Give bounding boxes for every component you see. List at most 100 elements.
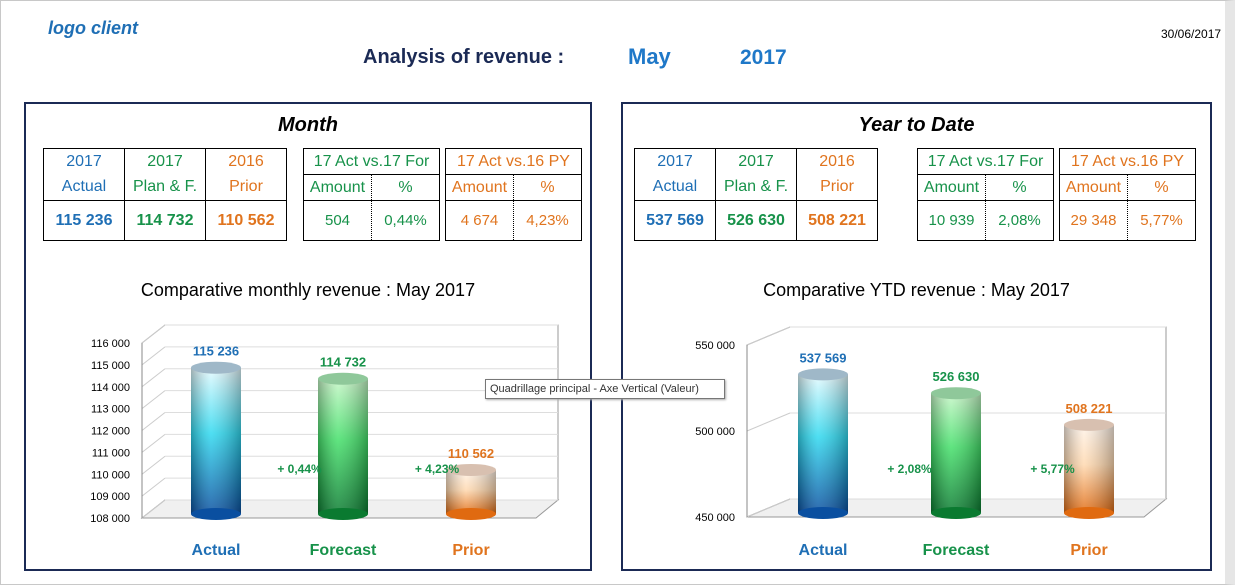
chart-title: Comparative monthly revenue : May 2017: [140, 280, 476, 300]
col-year: 2016: [205, 148, 287, 175]
panel-title: Month: [278, 114, 338, 136]
chart-title: Comparative YTD revenue : May 2017: [763, 280, 1070, 300]
category-label: Prior: [1070, 542, 1107, 559]
value-label: 537 569: [800, 350, 847, 365]
diff-label: + 0,44%: [277, 462, 322, 476]
col-year: 2016: [796, 148, 878, 175]
y-tick-label: 450 000: [695, 512, 735, 524]
gridline-side: [141, 433, 166, 453]
month-panel: Month 2017 2017 2016 Actual Plan & F. Prior 115…: [24, 102, 592, 571]
bar-top: [1064, 418, 1114, 431]
bar-top: [191, 361, 241, 374]
col-label: Actual: [43, 174, 125, 201]
variance-title: 17 Act vs.16 PY: [1059, 148, 1196, 175]
variance-pct: 0,44%: [371, 200, 440, 241]
vs-py-table: 17 Act vs.16 PY Amount% 29 348 5,77%: [1059, 148, 1196, 241]
category-label: Prior: [452, 542, 489, 559]
variance-pct: 4,23%: [513, 200, 582, 241]
col-value: 110 562: [205, 200, 287, 241]
bar-base: [191, 508, 241, 520]
revenue-chart[interactable]: 450 000 500 000 550 000 537 569 Actual 526 63…: [623, 309, 1213, 571]
bar-base: [446, 508, 496, 520]
value-label: 110 562: [448, 446, 494, 461]
tooltip: Quadrillage principal - Axe Vertical (Va…: [485, 379, 725, 399]
col-year: 2017: [124, 148, 206, 175]
gridline-side: [746, 326, 791, 346]
diff-label: + 2,08%: [887, 462, 932, 476]
y-tick-label: 109 000: [90, 491, 130, 503]
revenue-chart[interactable]: 108 000 109 000 110 000 111 000 112 000 113 0…: [26, 309, 616, 571]
selected-year[interactable]: 2017: [740, 46, 787, 69]
pct-header: %: [513, 174, 582, 201]
variance-amount: 4 674: [445, 200, 514, 241]
diff-label: + 4,23%: [415, 462, 460, 476]
gridline-side: [141, 346, 166, 366]
value-label: 526 630: [933, 369, 980, 384]
y-tick-label: 110 000: [91, 469, 130, 481]
col-value: 115 236: [43, 200, 125, 241]
bar-top: [318, 372, 368, 385]
bar-shade: [1064, 424, 1114, 513]
variance-pct: 5,77%: [1127, 200, 1196, 241]
amount-header: Amount: [1059, 174, 1128, 201]
col-label: Prior: [796, 174, 878, 201]
selected-month[interactable]: May: [628, 44, 671, 69]
value-label: 114 732: [320, 355, 366, 370]
bar-base: [318, 508, 368, 520]
col-label: Plan & F.: [124, 174, 206, 201]
variance-amount: 504: [303, 200, 372, 241]
category-label: Actual: [799, 542, 848, 559]
y-tick-label: 111 000: [92, 447, 130, 459]
col-value: 114 732: [124, 200, 206, 241]
col-label: Plan & F.: [715, 174, 797, 201]
amount-header: Amount: [445, 174, 514, 201]
variance-amount: 10 939: [917, 200, 986, 241]
y-tick-label: 108 000: [90, 513, 130, 525]
bar-base: [1064, 507, 1114, 519]
variance-title: 17 Act vs.17 For: [303, 148, 440, 175]
gridline-side: [746, 498, 791, 518]
pct-header: %: [985, 174, 1054, 201]
report-date: 30/06/2017: [1161, 27, 1222, 41]
variance-amount: 29 348: [1059, 200, 1128, 241]
vs-for-table: 17 Act vs.17 For Amount% 10 939 2,08%: [917, 148, 1054, 241]
page-title: Analysis of revenue :: [363, 46, 565, 68]
values-table: 2017 2017 2016 Actual Plan & F. Prior 537 569 5…: [634, 148, 878, 241]
vs-for-table: 17 Act vs.17 For Amount% 504 0,44%: [303, 148, 440, 241]
col-value: 526 630: [715, 200, 797, 241]
y-tick-label: 112 000: [91, 426, 130, 438]
diff-label: + 5,77%: [1030, 462, 1075, 476]
variance-pct: 2,08%: [985, 200, 1054, 241]
y-tick-label: 116 000: [91, 338, 130, 350]
col-label: Actual: [634, 174, 716, 201]
col-value: 537 569: [634, 200, 716, 241]
panel-title: Year to Date: [858, 114, 975, 136]
gridline-side: [141, 390, 166, 410]
col-year: 2017: [43, 148, 125, 175]
value-label: 508 221: [1066, 401, 1113, 416]
bar-top: [931, 387, 981, 400]
amount-header: Amount: [303, 174, 372, 201]
bar-shade: [931, 393, 981, 513]
vs-py-table: 17 Act vs.16 PY Amount% 4 674 4,23%: [445, 148, 582, 241]
col-value: 508 221: [796, 200, 878, 241]
pct-header: %: [1127, 174, 1196, 201]
value-label: 115 236: [193, 344, 239, 359]
category-label: Forecast: [310, 542, 377, 559]
gridline-side: [141, 412, 166, 431]
category-label: Actual: [192, 542, 241, 559]
logo-client: logo client: [48, 18, 138, 38]
bar-shade: [318, 378, 368, 514]
y-tick-label: 113 000: [91, 404, 130, 416]
col-year: 2017: [715, 148, 797, 175]
col-label: Prior: [205, 174, 287, 201]
ytd-panel: Year to Date 2017 2017 2016 Actual Plan & F. P…: [621, 102, 1212, 571]
bar-shade: [798, 374, 848, 513]
category-label: Forecast: [923, 542, 990, 559]
bar-shade: [446, 469, 496, 514]
bar-top: [798, 368, 848, 381]
gridline-side: [141, 477, 166, 497]
bar-base: [798, 507, 848, 519]
pct-header: %: [371, 174, 440, 201]
values-table: 2017 2017 2016 Actual Plan & F. Prior 115 236 1…: [43, 148, 287, 241]
